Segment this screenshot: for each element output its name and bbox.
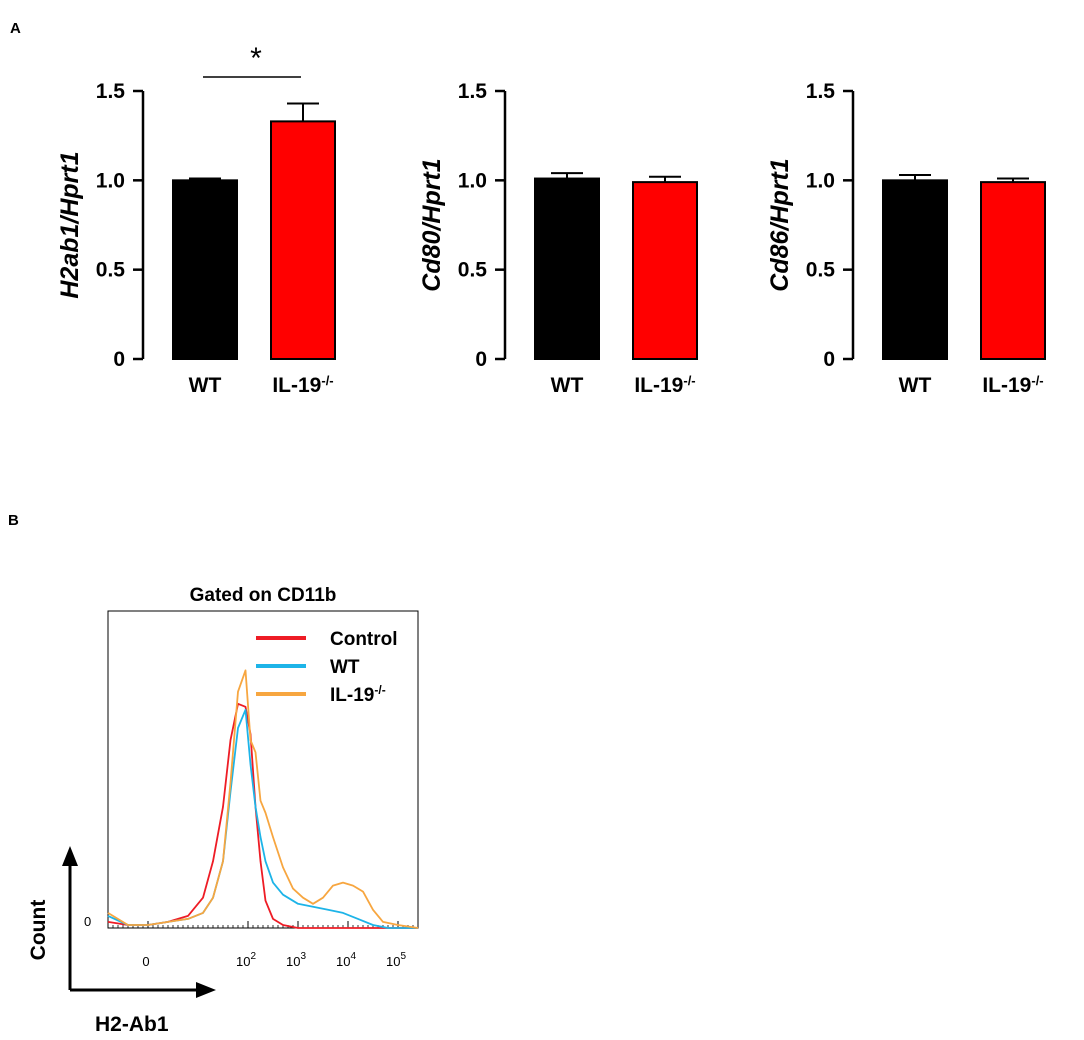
bar-chart-2: 0 0.5 1.0 1.5 Cd80/Hprt1 WT IL-19-/- — [418, 80, 698, 397]
legend-label: IL-19-/- — [330, 683, 386, 706]
y-tick-label: 1.5 — [806, 80, 836, 103]
y-tick-label: 0 — [475, 348, 487, 371]
panel-label-a: A — [10, 20, 21, 37]
x-tick-label: IL-19-/- — [272, 373, 333, 397]
x-tick-label: WT — [899, 374, 932, 397]
y-tick-label: 0 — [113, 348, 125, 371]
series-line — [107, 708, 418, 929]
x-tick-label: 0 — [142, 954, 149, 969]
y-tick-label: 1.0 — [806, 169, 835, 192]
y-axis-label: H2ab1/Hprt1 — [56, 151, 84, 298]
y-tick-label: 0.5 — [96, 259, 126, 282]
panel-a-bar-charts: 0 0.5 1.0 1.5 H2ab1/Hprt1 WT IL-19-/- * 0 0.5 1.0 1… — [56, 42, 1046, 397]
y-tick-label: 1.0 — [458, 169, 487, 192]
y-tick-label: 0 — [823, 348, 835, 371]
bar — [270, 120, 336, 360]
x-axis-label: H2-Ab1 — [95, 1013, 169, 1036]
bar — [882, 179, 948, 360]
bar — [534, 177, 600, 360]
y-tick-label: 1.5 — [96, 80, 126, 103]
series-line — [107, 669, 419, 929]
bar-chart-1: 0 0.5 1.0 1.5 H2ab1/Hprt1 WT IL-19-/- * — [56, 42, 336, 397]
x-tick-label: WT — [551, 374, 584, 397]
panel-b-histogram: Gated on CD11b 0 102 103 104 105 0 Control WT IL-… — [27, 585, 419, 1036]
series-line — [107, 702, 418, 929]
x-arrow-head — [196, 982, 216, 998]
bar — [980, 181, 1046, 360]
y-tick-label: 1.5 — [458, 80, 488, 103]
x-tick-label: WT — [189, 374, 222, 397]
legend-label: WT — [330, 657, 360, 678]
bar — [172, 179, 238, 360]
legend-label: Control — [330, 629, 398, 650]
y-zero-label: 0 — [84, 914, 91, 929]
significance-marker: * — [250, 42, 262, 75]
bar — [632, 181, 698, 360]
x-tick-label: 102 — [236, 951, 256, 969]
x-tick-label: 103 — [286, 951, 306, 969]
y-tick-label: 0.5 — [458, 259, 488, 282]
x-tick-label: IL-19-/- — [982, 373, 1043, 397]
y-axis-label: Count — [27, 900, 50, 961]
y-arrow-head — [62, 846, 78, 866]
panel-label-b: B — [8, 512, 19, 529]
y-tick-label: 1.0 — [96, 169, 125, 192]
y-tick-label: 0.5 — [806, 259, 836, 282]
x-tick-label: 104 — [336, 951, 356, 969]
x-tick-label: 105 — [386, 951, 406, 969]
x-tick-label: IL-19-/- — [634, 373, 695, 397]
y-axis-label: Cd86/Hprt1 — [766, 158, 794, 291]
histogram-title: Gated on CD11b — [190, 585, 337, 606]
y-axis-label: Cd80/Hprt1 — [418, 158, 446, 291]
bar-chart-3: 0 0.5 1.0 1.5 Cd86/Hprt1 WT IL-19-/- — [766, 80, 1046, 397]
